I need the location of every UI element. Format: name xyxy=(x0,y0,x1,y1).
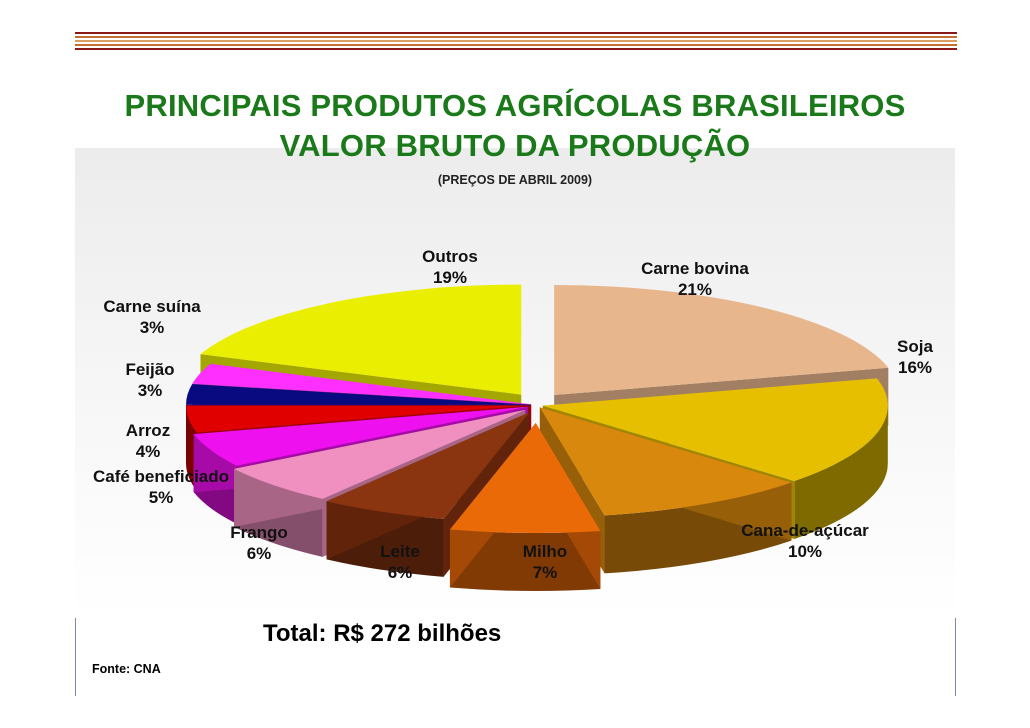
slice-label-name-7: Arroz xyxy=(125,421,171,440)
pie-slice-side-1 xyxy=(794,405,888,539)
total-value: Total: R$ 272 bilhões xyxy=(263,620,502,647)
slice-label-7: Arroz 4% xyxy=(126,420,170,462)
slice-label-name-2: Cana-de-açúcar xyxy=(741,521,869,540)
pie-slice-top-2 xyxy=(539,407,792,516)
slice-label-value-8: 3% xyxy=(137,381,163,400)
slice-label-name-0: Carne bovina xyxy=(641,259,749,278)
slice-label-name-3: Milho xyxy=(522,542,568,561)
pie-slice-top-7 xyxy=(186,405,532,433)
pie-slice-top-6 xyxy=(193,406,528,466)
slice-label-value-3: 7% xyxy=(532,563,558,582)
slice-label-5: Frango 6% xyxy=(230,522,288,564)
slice-label-6: Café beneficiado 5% xyxy=(93,466,229,508)
left-border-line xyxy=(75,618,76,696)
slice-label-name-6: Café beneficiado xyxy=(92,467,230,486)
source-note: Fonte: CNA xyxy=(92,662,161,676)
slice-label-name-4: Leite xyxy=(380,542,420,561)
slice-label-10: Outros 19% xyxy=(422,246,478,288)
slice-label-value-4: 6% xyxy=(387,563,413,582)
slice-label-name-10: Outros xyxy=(422,247,478,266)
pie-slice-top-1 xyxy=(542,378,888,481)
pie-slice-top-8 xyxy=(186,384,532,405)
slice-label-name-5: Frango xyxy=(230,523,288,542)
slice-label-4: Leite 6% xyxy=(380,541,420,583)
chart-subtitle: (PREÇOS DE ABRIL 2009) xyxy=(437,173,593,187)
pie-slice-3 xyxy=(449,422,601,591)
slice-label-1: Soja 16% xyxy=(897,336,933,378)
pie-slice-top-9 xyxy=(192,363,532,405)
pie-slice-top-4 xyxy=(326,412,530,519)
slice-label-value-5: 6% xyxy=(246,544,272,563)
pie-slice-top-3 xyxy=(449,422,601,533)
slice-label-value-2: 10% xyxy=(787,542,823,561)
slice-label-value-1: 16% xyxy=(897,358,933,377)
right-border-line xyxy=(955,618,956,696)
slice-label-name-8: Feijão xyxy=(125,360,175,379)
slice-label-8: Feijão 3% xyxy=(125,359,174,401)
slice-label-3: Milho 7% xyxy=(523,541,567,583)
slice-label-value-7: 4% xyxy=(135,442,161,461)
chart-title-line1: PRINCIPAIS PRODUTOS AGRÍCOLAS BRASILEIRO… xyxy=(124,88,906,123)
chart-title-line2: VALOR BRUTO DA PRODUÇÃO xyxy=(279,128,751,163)
slice-label-9: Carne suína 3% xyxy=(103,296,200,338)
pie-slice-top-0 xyxy=(554,285,889,396)
slice-label-value-9: 3% xyxy=(139,318,165,337)
slice-label-name-1: Soja xyxy=(897,337,933,356)
top-rule xyxy=(75,32,957,50)
pie-slice-side-3 xyxy=(449,529,601,591)
pie-slice-top-10 xyxy=(200,284,522,395)
pie-slice-top-5 xyxy=(234,409,526,499)
slice-label-value-10: 19% xyxy=(432,268,468,287)
slice-label-value-0: 21% xyxy=(677,280,713,299)
slice-label-0: Carne bovina 21% xyxy=(641,258,749,300)
slice-label-value-6: 5% xyxy=(148,488,174,507)
slice-label-name-9: Carne suína xyxy=(103,297,201,316)
slice-label-2: Cana-de-açúcar 10% xyxy=(741,520,869,562)
